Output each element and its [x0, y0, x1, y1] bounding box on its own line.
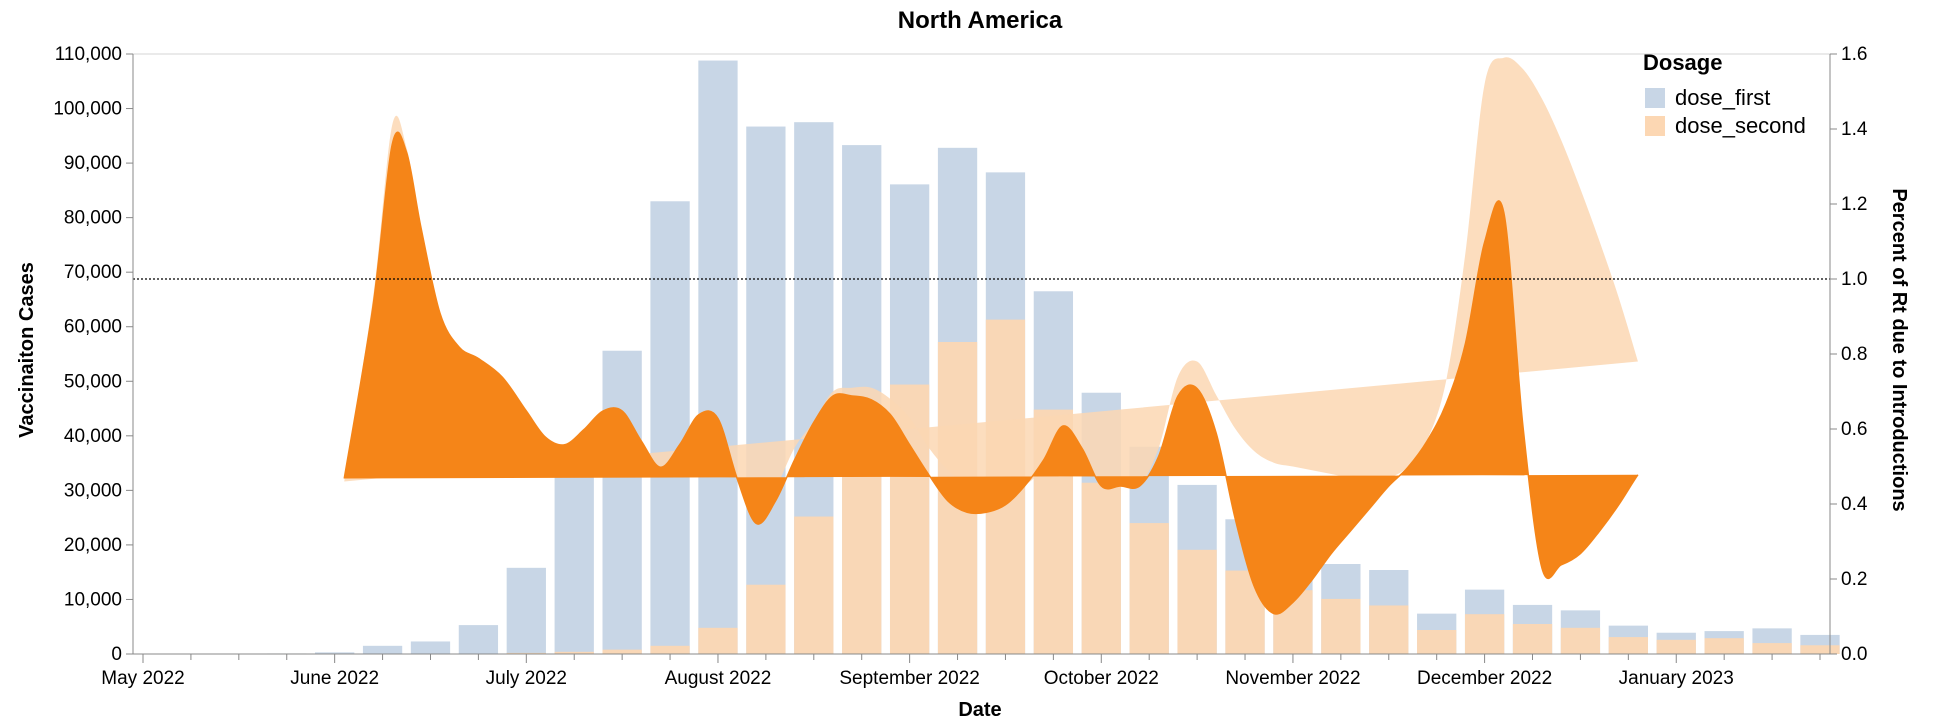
y-tick-label: 60,000 — [64, 317, 122, 338]
bar-dose-second — [554, 651, 594, 654]
x-tick-label: November 2022 — [1225, 668, 1360, 689]
bar-dose-first — [602, 350, 642, 654]
x-tick-label: January 2023 — [1619, 668, 1734, 689]
y2-tick-label: 1.2 — [1841, 194, 1867, 215]
y-axis-right: 0.0 0.2 0.4 0.6 0.8 1.0 1.2 1.4 1.6 — [1829, 44, 1868, 665]
y2-tick-label: 0.4 — [1841, 494, 1868, 515]
x-tick-label: August 2022 — [665, 668, 772, 689]
bar-dose-first — [362, 645, 403, 654]
y2-tick-label: 1.4 — [1841, 119, 1868, 140]
y-tick-label: 110,000 — [55, 44, 122, 65]
y-tick-label: 20,000 — [64, 535, 122, 556]
y2-axis-title: Percent of Rt due to Introductions — [1888, 188, 1910, 511]
y-tick-label: 30,000 — [64, 480, 122, 501]
x-tick-label: December 2022 — [1417, 668, 1552, 689]
bar-dose-second — [794, 516, 834, 654]
legend-swatch-dose-first — [1645, 88, 1665, 108]
y-tick-label: 100,000 — [53, 99, 122, 120]
bar-dose-second — [1129, 523, 1169, 654]
bar-dose-second — [650, 645, 690, 654]
y-axis-left: 0 10,000 20,000 30,000 40,000 50,000 60,000 70,… — [53, 44, 134, 665]
y2-tick-label: 0.6 — [1841, 419, 1867, 440]
y-tick-label: 40,000 — [64, 426, 122, 447]
bar-dose-second — [1512, 624, 1553, 654]
y-tick-label: 90,000 — [64, 153, 122, 174]
bar-dose-second — [746, 584, 786, 654]
y-tick-label: 80,000 — [64, 208, 122, 229]
bar-dose-second — [1417, 630, 1457, 654]
bar-dose-second — [1656, 639, 1696, 654]
bar-dose-second — [1177, 549, 1217, 654]
x-tick-label: October 2022 — [1044, 668, 1159, 689]
y2-tick-label: 1.0 — [1841, 269, 1867, 290]
y-tick-label: 10,000 — [64, 589, 122, 610]
rt-mean-line — [343, 131, 1639, 615]
bar-dose-second — [1752, 643, 1792, 654]
x-tick-label: May 2022 — [101, 668, 184, 689]
bar-dose-first — [458, 625, 499, 654]
bar-dose-second — [842, 450, 882, 654]
x-axis-title: Date — [958, 699, 1001, 721]
bar-dose-first — [746, 126, 786, 654]
bar-dose-second — [506, 652, 546, 654]
bar-dose-first — [506, 567, 546, 654]
bar-dose-second — [1321, 598, 1361, 654]
bar-dose-second — [1081, 482, 1121, 654]
bar-dose-second — [1369, 605, 1409, 654]
y-tick-label: 0 — [111, 644, 122, 665]
y2-tick-label: 1.6 — [1841, 44, 1867, 65]
bar-dose-second — [1560, 627, 1601, 654]
x-axis: May 2022 June 2022 July 2022 August 2022 Sep… — [101, 653, 1830, 689]
chart-title: North America — [898, 7, 1063, 34]
bar-dose-second — [1464, 614, 1505, 654]
y-tick-label: 50,000 — [64, 371, 122, 392]
y2-tick-label: 0.2 — [1841, 569, 1867, 590]
bar-dose-first — [410, 641, 451, 654]
bar-dose-first — [315, 652, 355, 654]
bar-dose-second — [1800, 645, 1840, 654]
x-tick-label: June 2022 — [290, 668, 379, 689]
bar-dose-second — [698, 627, 738, 654]
legend-label-dose-second: dose_second — [1675, 113, 1806, 138]
bar-dose-second — [602, 649, 642, 654]
x-tick-label: July 2022 — [486, 668, 567, 689]
legend-swatch-dose-second — [1645, 116, 1665, 136]
rt-confidence-band — [344, 57, 1638, 520]
y2-tick-label: 0.0 — [1841, 644, 1867, 665]
x-tick-label: September 2022 — [839, 668, 980, 689]
bar-dose-first — [650, 201, 690, 655]
bar-dose-first — [698, 60, 738, 654]
y-axis-title: Vaccinaiton Cases — [16, 262, 38, 438]
legend-title: Dosage — [1643, 50, 1722, 75]
bar-dose-second — [1608, 637, 1648, 654]
y2-tick-label: 0.8 — [1841, 344, 1867, 365]
legend: Dosage dose_first dose_second — [1643, 50, 1806, 138]
rt-line-group — [343, 57, 1639, 615]
bar-dose-second — [1704, 638, 1744, 654]
bar-dose-first — [554, 455, 594, 654]
y-tick-label: 70,000 — [64, 262, 122, 283]
legend-label-dose-first: dose_first — [1675, 85, 1770, 110]
